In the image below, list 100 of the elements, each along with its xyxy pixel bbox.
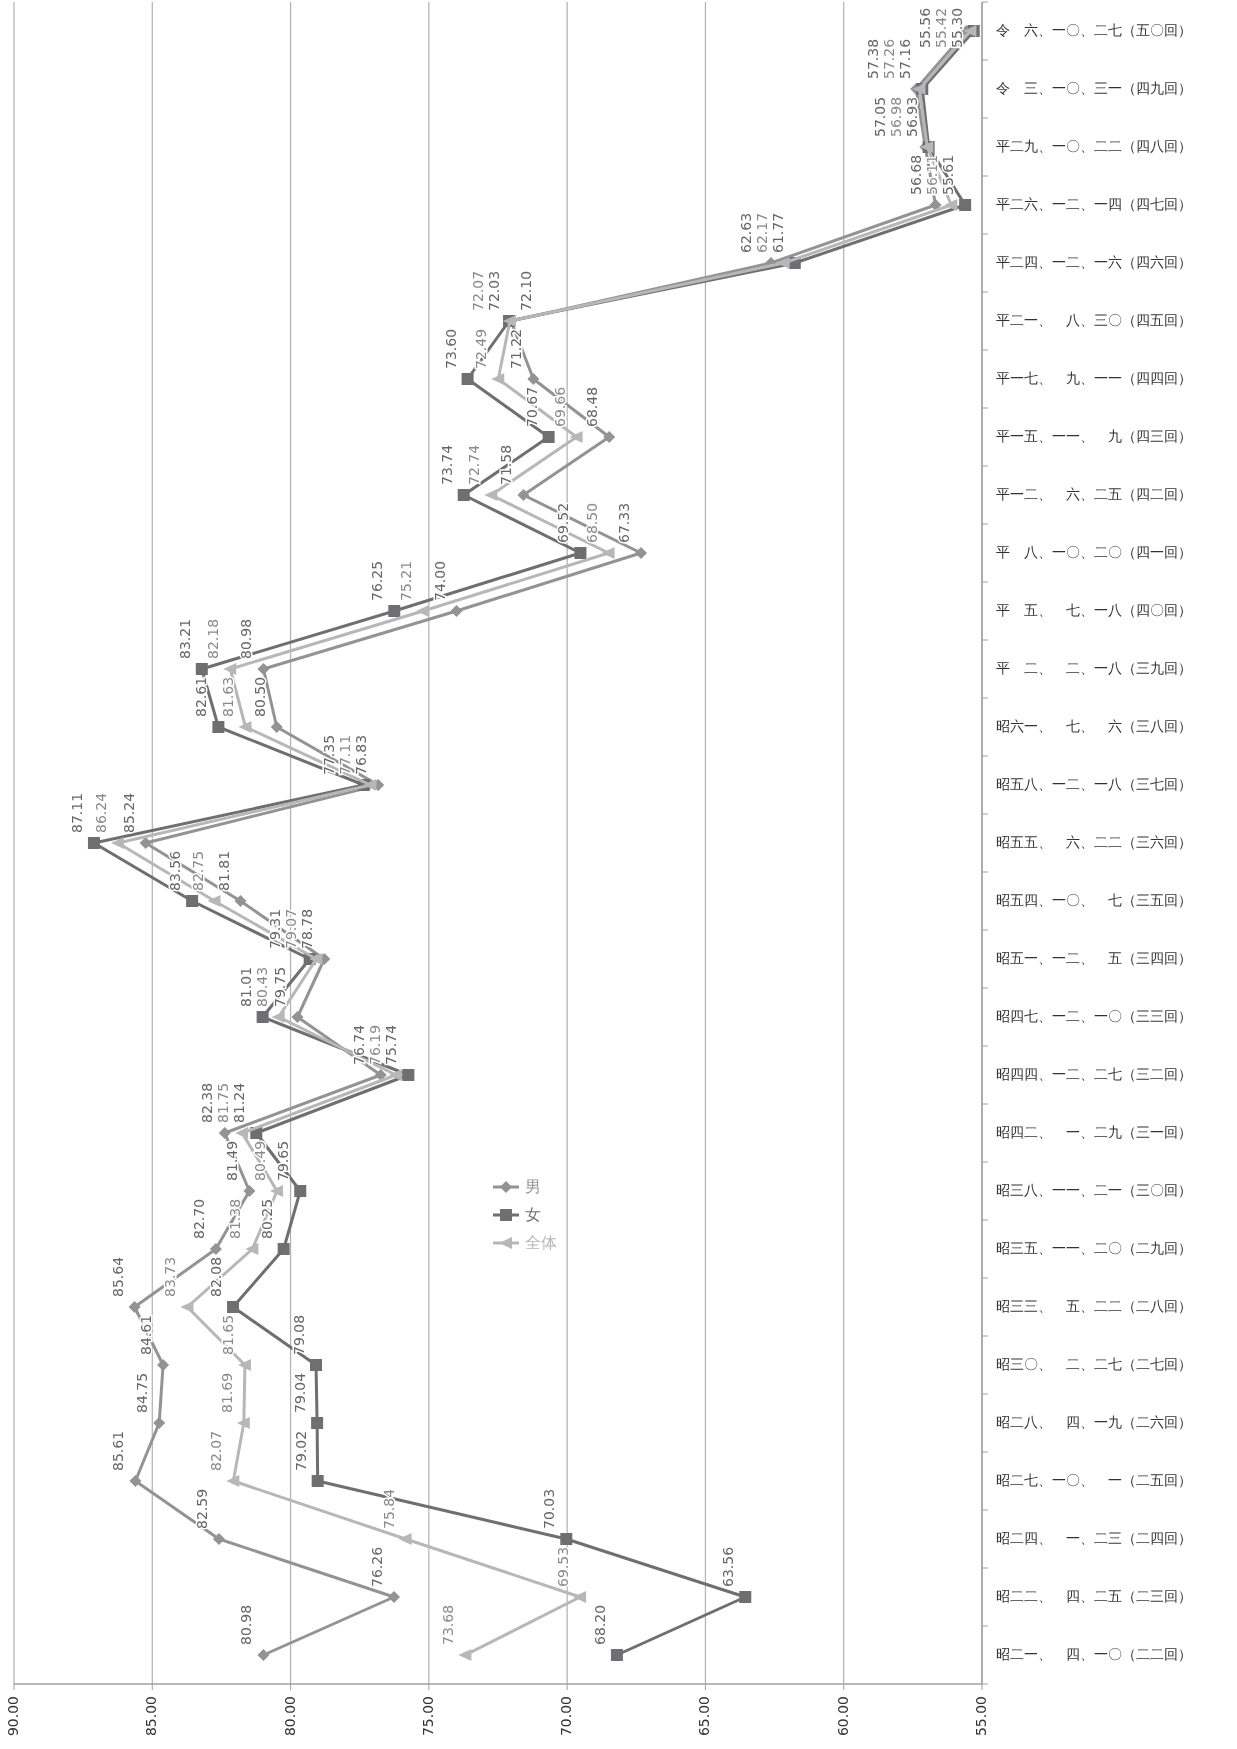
data-label: 71.22 [508,328,525,369]
data-label: 72.07 [470,270,486,311]
point [234,895,247,907]
data-label: 70.67 [523,386,540,427]
point [603,431,616,443]
data-label: 76.19 [367,1024,384,1065]
point [311,1475,324,1487]
data-label: 83.21 [176,618,193,659]
data-label: 57.26 [881,38,898,79]
y-tick-label: 平二四、一二、一六（四六回） [996,254,1192,270]
point [243,1185,256,1197]
data-label: 72.10 [518,270,535,311]
y-tick-label: 平 二、 二、一八（三九回） [996,660,1192,676]
data-label: 80.98 [238,618,255,659]
data-label: 81.49 [224,1140,241,1181]
y-tick-label: 昭二七、一〇、 一（二五回） [996,1472,1192,1488]
point [223,663,237,675]
data-label: 57.16 [897,38,914,79]
data-label: 84.61 [138,1314,155,1355]
point [139,837,152,849]
y-tick-label: 昭二八、 四、一九（二六回） [996,1414,1192,1430]
point [450,605,463,617]
point [257,1649,270,1661]
point [245,1243,259,1255]
data-label: 77.35 [321,734,338,775]
point [87,837,100,849]
point [517,489,530,501]
data-label: 81.01 [237,966,254,1007]
data-label: 71.58 [498,444,515,485]
x-tick-label: 80.00 [281,1696,298,1737]
data-label: 78.78 [299,908,316,949]
y-tick-label: 昭四二、 一、二九（三一回） [996,1124,1192,1140]
point [256,1011,269,1023]
data-label: 72.03 [486,270,502,311]
data-label: 82.08 [208,1256,225,1297]
data-label: 81.38 [227,1198,244,1239]
data-label: 55.61 [940,154,957,195]
data-label: 79.65 [275,1140,292,1181]
point [212,721,225,733]
data-label: 69.66 [551,386,568,427]
data-label: 69.53 [555,1546,572,1587]
y-tick-label: 令 三、一〇、三一（四九回） [996,80,1192,96]
data-label: 69.52 [555,502,572,543]
point [484,489,498,501]
point [634,547,647,559]
data-label: 79.08 [291,1314,308,1355]
point [153,1417,166,1429]
data-label: 55.30 [948,7,965,48]
y-tick-label: 平二六、一二、一四（四七回） [996,196,1192,212]
point [257,663,270,675]
point [218,1127,231,1139]
data-label: 85.61 [110,1430,127,1471]
data-label: 82.07 [208,1430,225,1471]
point [388,1591,401,1603]
data-label: 56.11 [924,154,941,195]
y-tick-label: 昭三三、 五、二二（二八回） [996,1298,1192,1314]
data-label: 80.98 [238,1604,255,1645]
legend-label: 男 [525,1176,541,1196]
point [236,1417,250,1429]
data-label: 70.03 [541,1488,558,1529]
data-label: 56.68 [908,154,925,195]
data-label: 79.31 [267,908,284,949]
data-label: 77.11 [337,734,354,775]
data-label: 56.93 [903,96,920,137]
y-tick-label: 昭二四、 一、二三（二四回） [996,1530,1192,1546]
data-label: 56.98 [887,96,904,137]
point [610,1649,623,1661]
point [569,431,583,443]
x-tick-label: 60.00 [834,1696,851,1737]
x-tick-label: 75.00 [419,1696,436,1737]
point [180,1301,194,1313]
point [157,1359,170,1371]
data-label: 80.50 [251,676,268,717]
point [402,1069,415,1081]
data-label: 74.00 [431,560,448,601]
point [270,721,283,733]
y-tick-label: 平一七、 九、一一（四四回） [996,370,1192,386]
data-label: 83.73 [162,1256,179,1297]
data-label: 68.50 [583,502,600,543]
x-tick-label: 70.00 [558,1696,575,1737]
data-label: 62.63 [737,212,754,253]
point [776,257,790,269]
point [129,1475,142,1487]
data-label: 81.24 [231,1082,248,1123]
point [398,1533,412,1545]
point [294,1185,307,1197]
legend-label: 女 [525,1204,541,1224]
y-tick-label: 平二九、一〇、二二（四八回） [996,138,1192,154]
point [237,1359,251,1371]
data-label: 86.24 [92,792,109,833]
data-label: 57.05 [871,96,888,137]
data-label: 82.70 [190,1198,207,1239]
point [226,1475,240,1487]
data-label: 80.43 [253,966,270,1007]
data-label: 68.48 [584,386,601,427]
point [186,895,199,907]
y-tick-label: 昭二二、 四、二五（二三回） [996,1588,1192,1604]
data-label: 55.42 [932,7,949,48]
point [374,1069,387,1081]
point [309,953,323,965]
